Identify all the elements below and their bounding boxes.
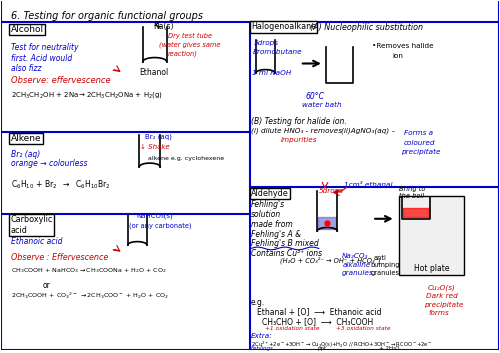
Text: reaction): reaction) [168,50,198,57]
Text: Br₂ (aq): Br₂ (aq) [10,150,40,159]
Text: 1cm³ ethanal: 1cm³ ethanal [344,182,392,188]
Text: Cu₂O(s): Cu₂O(s) [428,284,456,291]
Text: Alcohol: Alcohol [10,25,44,34]
Text: Hot plate: Hot plate [414,264,449,273]
Text: + 2H₂O: + 2H₂O [378,346,399,351]
Text: Ethanol: Ethanol [140,68,168,77]
Text: Br₂ (aq): Br₂ (aq) [146,133,172,140]
Text: forms: forms [428,310,450,316]
Text: Bromobutane: Bromobutane [252,49,302,55]
Text: also fizz: also fizz [10,64,41,73]
Text: Carboxylic
acid: Carboxylic acid [10,215,53,235]
Text: precipitate: precipitate [400,149,440,155]
Text: C$_6$H$_{10}$ + Br$_2$  $\rightarrow$  C$_6$H$_{10}$Br$_2$: C$_6$H$_{10}$ + Br$_2$ $\rightarrow$ C$_… [10,179,110,191]
Text: alkaline: alkaline [342,262,370,268]
Text: Bring to: Bring to [398,186,425,192]
Text: Test for neutrality: Test for neutrality [10,43,78,52]
Text: ion: ion [392,53,403,59]
Text: NaHCO₃(s): NaHCO₃(s) [136,213,173,219]
Text: (water gives same: (water gives same [160,42,221,48]
Text: Observe: effervescence: Observe: effervescence [10,76,110,85]
Text: granules: granules [342,270,374,276]
Text: first. Acid would: first. Acid would [10,54,72,63]
Text: alkene e.g. cyclohexene: alkene e.g. cyclohexene [148,156,224,161]
Text: Ethanal + [O]  ⟶  Ethanoic acid: Ethanal + [O] ⟶ Ethanoic acid [258,307,382,316]
Text: 5drops: 5drops [319,189,344,195]
Text: 60°C: 60°C [306,92,325,101]
Text: 1 ml NaOH: 1 ml NaOH [252,71,292,77]
Text: CH$_3$COOH + NaHCO$_3$$\rightarrow$CH$_3$COONa + H$_2$O + CO$_2$: CH$_3$COOH + NaHCO$_3$$\rightarrow$CH$_3… [10,267,166,275]
Text: 2CH$_3$COOH + CO$_3$$^{2-}$ $\rightarrow$2CH$_3$COO$^-$ + H$_2$O + CO$_2$: 2CH$_3$COOH + CO$_3$$^{2-}$ $\rightarrow… [10,291,168,301]
Text: (i) dilute HNO₃ - removes: (i) dilute HNO₃ - removes [251,127,342,134]
Text: ↓ Shake: ↓ Shake [140,144,170,150]
Text: Observe : Effervescence: Observe : Effervescence [10,253,108,262]
Text: Halogenoalkane: Halogenoalkane [251,22,316,31]
Text: solution: solution [251,210,281,219]
Text: bumping: bumping [370,262,400,268]
Text: Forms a: Forms a [404,130,432,136]
Text: or: or [43,281,51,289]
Text: Ethanoic acid: Ethanoic acid [10,237,62,246]
Text: Dark red: Dark red [426,293,458,299]
Text: (or any carbonate): (or any carbonate) [130,222,192,229]
Text: (B) Testing for halide ion.: (B) Testing for halide ion. [251,116,346,126]
Text: granules: granules [370,270,400,276]
Text: 5drops: 5drops [254,40,279,46]
Text: Extra:: Extra: [251,333,272,339]
Text: +1 oxidation state: +1 oxidation state [265,326,320,331]
FancyBboxPatch shape [398,196,464,275]
Text: (H₂O + CO₃²⁻ → OH⁻ + HCO₃⁻): (H₂O + CO₃²⁻ → OH⁻ + HCO₃⁻) [280,256,380,264]
Text: 2CH$_3$CH$_2$OH + 2Na$\rightarrow$2CH$_3$CH$_2$ONa + H$_2$(g): 2CH$_3$CH$_2$OH + 2Na$\rightarrow$2CH$_3… [10,90,162,100]
Text: Fehling's B mixed: Fehling's B mixed [251,239,318,249]
Text: Alkene: Alkene [10,134,42,143]
Text: (A) Nucleophilic substitution: (A) Nucleophilic substitution [310,23,423,32]
Text: Dry test tube: Dry test tube [168,33,212,39]
Text: Na₂CO₃: Na₂CO₃ [342,253,368,259]
Text: anti: anti [374,255,386,261]
Text: the boil: the boil [398,193,423,199]
Text: Fehlings: Fehlings [251,346,274,351]
Text: precipitate: precipitate [424,301,463,307]
Text: Fehling's: Fehling's [251,200,285,209]
Text: Contains Cu²⁺ ions: Contains Cu²⁺ ions [251,249,322,258]
Text: •Removes halide: •Removes halide [372,43,434,49]
Text: ppt: ppt [318,346,326,351]
Text: water bath: water bath [302,102,342,108]
Text: 2Cu$^{2+}$+2e$^-$+3OH$^-$$\rightarrow$Cu$_2$O(s)+H$_2$O // RCHO+3OH$^-$$\rightar: 2Cu$^{2+}$+2e$^-$+3OH$^-$$\rightarrow$Cu… [251,340,432,350]
Text: impurities: impurities [281,137,318,143]
Text: Fehling's A &: Fehling's A & [251,229,301,239]
Text: orange → colourless: orange → colourless [10,160,87,168]
Text: +3 oxidation state: +3 oxidation state [336,326,390,331]
Text: Aldehyde: Aldehyde [251,189,288,198]
Text: e.g.: e.g. [251,298,265,307]
Text: Na(s): Na(s) [153,22,174,31]
Text: (ii)AgNO₃(aq) –: (ii)AgNO₃(aq) – [340,127,395,133]
Text: coloured: coloured [404,139,435,145]
Text: CH₃CHO + [O]  ⟶  CH₃COOH: CH₃CHO + [O] ⟶ CH₃COOH [262,317,374,327]
Text: 6. Testing for organic functional groups: 6. Testing for organic functional groups [10,11,202,21]
Text: made from: made from [251,220,292,229]
